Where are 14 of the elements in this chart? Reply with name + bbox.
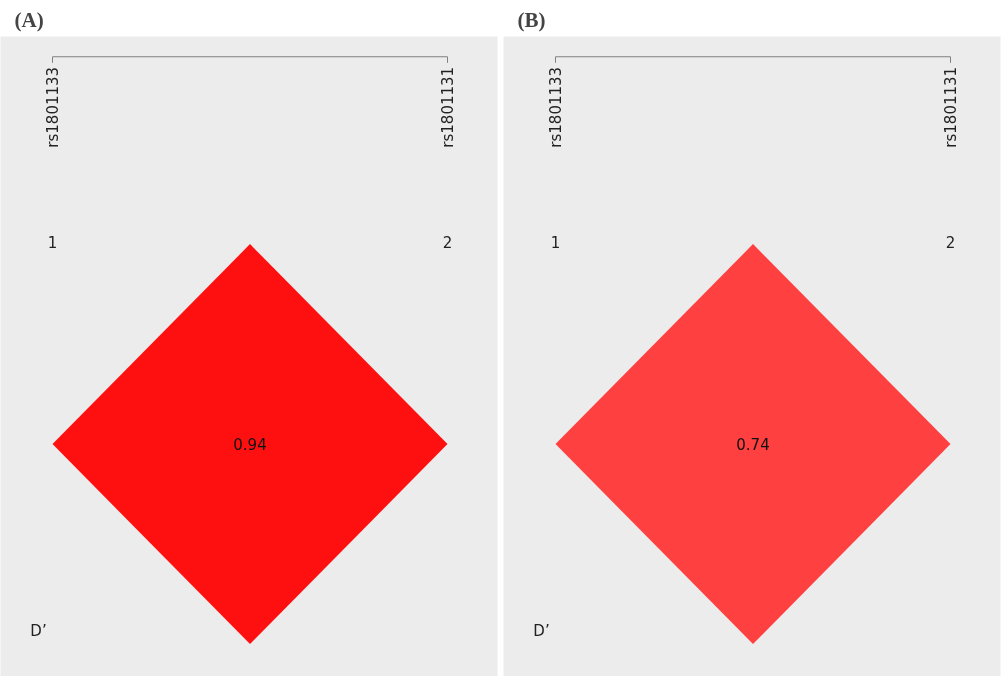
text: (A) bbox=[14, 7, 44, 32]
text: rs1801133 bbox=[43, 66, 62, 148]
text: rs1801133 bbox=[546, 66, 565, 148]
text: D’ bbox=[533, 621, 550, 640]
data-label: 0.94 bbox=[233, 436, 267, 455]
text: rs1801131 bbox=[438, 66, 457, 148]
text: (B) bbox=[517, 7, 546, 32]
text: 1 bbox=[47, 234, 58, 253]
text: 2 bbox=[945, 234, 956, 253]
text: 2 bbox=[442, 234, 453, 253]
data-label: 0.74 bbox=[736, 436, 770, 455]
text: rs1801131 bbox=[941, 66, 960, 148]
text: D’ bbox=[30, 621, 47, 640]
text: 1 bbox=[550, 234, 561, 253]
